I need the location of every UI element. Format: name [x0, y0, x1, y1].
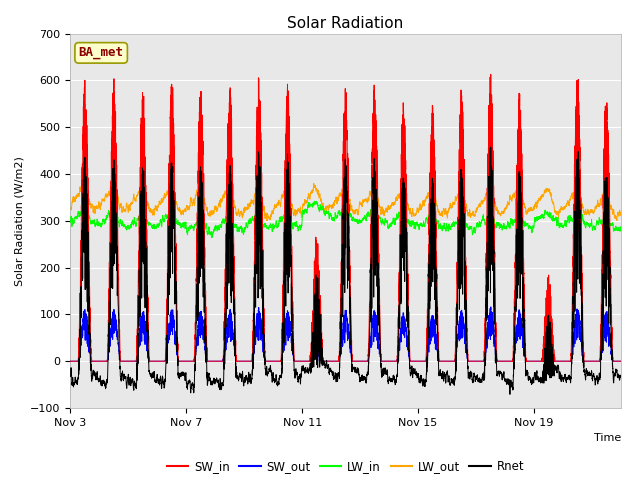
Line: SW_in: SW_in — [70, 74, 621, 361]
SW_in — [562, 358, 570, 364]
LW_in — [208, 235, 216, 240]
LW_out — [263, 218, 271, 224]
SW_out — [197, 330, 205, 336]
LW_in — [310, 198, 318, 204]
SW_out — [617, 358, 625, 364]
SW_in — [326, 358, 334, 364]
X-axis label: Time: Time — [593, 433, 621, 443]
Rnet — [562, 377, 570, 383]
LW_in — [332, 210, 339, 216]
LW_out — [197, 191, 205, 196]
LW_in — [67, 220, 74, 226]
SW_out — [487, 304, 495, 310]
Legend: SW_in, SW_out, LW_in, LW_out, Rnet: SW_in, SW_out, LW_in, LW_out, Rnet — [163, 455, 529, 478]
LW_out — [562, 203, 570, 209]
LW_out — [617, 213, 625, 218]
SW_in — [241, 358, 248, 364]
LW_in — [197, 219, 205, 225]
SW_in — [487, 72, 495, 77]
Rnet — [241, 374, 248, 380]
Rnet — [326, 366, 334, 372]
LW_in — [562, 222, 570, 228]
LW_out — [310, 180, 317, 186]
Rnet — [197, 264, 205, 270]
Line: LW_out: LW_out — [70, 183, 621, 221]
Rnet — [506, 392, 514, 397]
SW_out — [562, 358, 570, 364]
LW_out — [67, 204, 74, 210]
LW_out — [215, 202, 223, 207]
SW_out — [241, 358, 248, 364]
LW_out — [332, 199, 339, 204]
LW_in — [241, 227, 248, 233]
Title: Solar Radiation: Solar Radiation — [287, 16, 404, 31]
Rnet — [487, 144, 495, 150]
LW_in — [215, 227, 223, 233]
SW_out — [215, 358, 223, 364]
Text: BA_met: BA_met — [79, 47, 124, 60]
SW_in — [67, 358, 74, 364]
Rnet — [332, 371, 339, 377]
LW_in — [326, 212, 334, 218]
Rnet — [67, 373, 74, 379]
SW_out — [67, 358, 74, 364]
SW_in — [332, 358, 339, 364]
SW_in — [215, 358, 223, 364]
LW_out — [241, 210, 248, 216]
Line: Rnet: Rnet — [70, 147, 621, 395]
LW_out — [326, 202, 334, 208]
Line: SW_out: SW_out — [70, 307, 621, 361]
SW_in — [617, 358, 625, 364]
Line: LW_in: LW_in — [70, 201, 621, 238]
SW_out — [326, 358, 334, 364]
Rnet — [215, 384, 223, 389]
Y-axis label: Solar Radiation (W/m2): Solar Radiation (W/m2) — [15, 156, 25, 286]
LW_in — [617, 228, 625, 234]
SW_out — [332, 358, 339, 364]
Rnet — [617, 374, 625, 380]
SW_in — [197, 207, 205, 213]
